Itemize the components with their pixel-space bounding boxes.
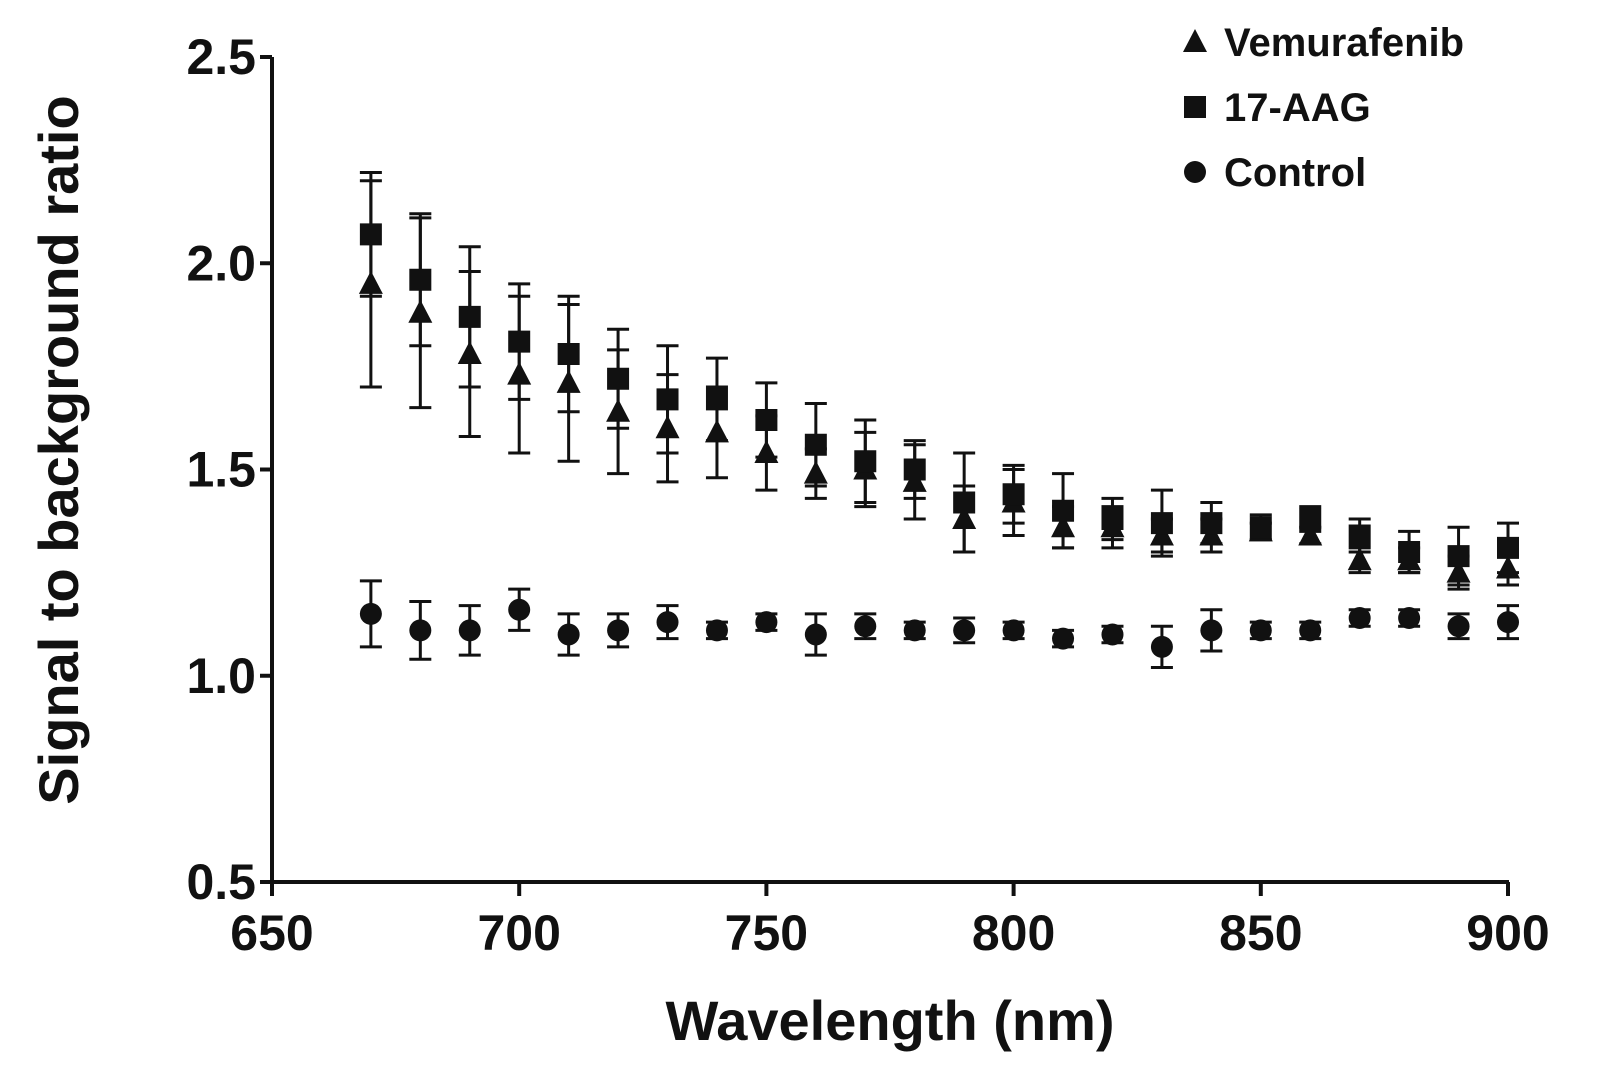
control-point bbox=[1348, 607, 1371, 629]
17-aag-point bbox=[1101, 508, 1124, 530]
control-point bbox=[705, 619, 728, 642]
control-point bbox=[508, 598, 531, 621]
vemurafenib-point bbox=[507, 361, 532, 385]
control-point bbox=[359, 602, 382, 625]
17-aag-point bbox=[1200, 512, 1223, 535]
17-aag-point bbox=[1299, 508, 1322, 530]
control-point bbox=[656, 611, 679, 634]
control-point bbox=[1299, 619, 1322, 642]
control-point bbox=[409, 619, 432, 642]
17-aag-point bbox=[854, 450, 877, 473]
control-point bbox=[1052, 627, 1075, 650]
vemurafenib-point bbox=[704, 419, 729, 443]
control-point bbox=[953, 619, 976, 642]
legend-control-marker bbox=[1184, 161, 1206, 183]
vemurafenib-point bbox=[1298, 522, 1323, 546]
vemurafenib-point bbox=[606, 398, 631, 422]
17-aag-point bbox=[1398, 541, 1421, 563]
legend-vemurafenib-label: Vemurafenib bbox=[1224, 21, 1464, 65]
17-aag-point bbox=[804, 433, 827, 456]
vemurafenib-point bbox=[358, 270, 383, 294]
17-aag-point bbox=[1150, 512, 1173, 535]
x-tick-label: 750 bbox=[725, 905, 808, 961]
control-point bbox=[1002, 619, 1025, 642]
control-point bbox=[1497, 611, 1519, 634]
17-aag-point bbox=[705, 388, 728, 411]
vemurafenib-point bbox=[1051, 514, 1076, 538]
y-tick-label: 1.0 bbox=[186, 648, 256, 704]
legend-17-aag-label: 17-AAG bbox=[1224, 86, 1371, 130]
control-point bbox=[607, 619, 630, 642]
17-aag-point bbox=[953, 491, 976, 514]
17-aag-point bbox=[755, 409, 778, 431]
control-point bbox=[1150, 635, 1173, 658]
y-ticks: 0.5 1.0 1.5 2.0 2.5 bbox=[186, 29, 272, 910]
vemurafenib-point bbox=[1496, 555, 1520, 579]
control-point bbox=[1200, 619, 1223, 642]
17-aag-point bbox=[1002, 483, 1025, 506]
x-tick-label: 700 bbox=[477, 905, 560, 961]
vemurafenib-point bbox=[952, 506, 977, 529]
control-point bbox=[1447, 615, 1470, 638]
vemurafenib-point bbox=[754, 440, 779, 463]
control-point bbox=[804, 623, 827, 646]
vemurafenib-point bbox=[655, 415, 680, 439]
17-aag-point bbox=[557, 343, 580, 365]
17-aag-point bbox=[458, 305, 481, 328]
y-tick-label: 1.5 bbox=[186, 442, 256, 498]
x-axis-label: Wavelength (nm) bbox=[665, 989, 1114, 1052]
control-point bbox=[1398, 607, 1421, 629]
y-tick-label: 2.0 bbox=[186, 235, 256, 291]
control-point bbox=[458, 619, 481, 642]
error-bars bbox=[359, 171, 1519, 669]
x-tick-label: 850 bbox=[1219, 905, 1302, 961]
legend-control-label: Control bbox=[1224, 151, 1366, 195]
control-point bbox=[854, 615, 877, 638]
x-tick-label: 900 bbox=[1466, 905, 1549, 961]
17-aag-point bbox=[508, 330, 531, 353]
17-aag-point bbox=[1052, 499, 1075, 522]
17-aag-point bbox=[1249, 516, 1272, 539]
17-aag-point bbox=[607, 367, 630, 390]
legend-vemurafenib-marker bbox=[1183, 29, 1207, 52]
legend-17-aag-marker bbox=[1184, 96, 1206, 118]
x-ticks: 650 700 750 800 850 900 bbox=[230, 882, 1550, 961]
17-aag-point bbox=[1447, 545, 1470, 568]
x-tick-label: 800 bbox=[972, 905, 1055, 961]
17-aag-point bbox=[409, 268, 432, 291]
17-aag-point bbox=[1348, 524, 1371, 547]
control-point bbox=[755, 611, 778, 634]
17-aag-point bbox=[903, 458, 926, 481]
vemurafenib-point bbox=[556, 369, 581, 393]
legend: Vemurafenib 17-AAG Control bbox=[1183, 21, 1464, 195]
vemurafenib-point bbox=[1347, 547, 1372, 571]
control-point bbox=[1249, 619, 1272, 642]
x-tick-label: 650 bbox=[230, 905, 313, 961]
vemurafenib-point bbox=[408, 299, 433, 323]
17-aag-point bbox=[1497, 536, 1519, 559]
markers bbox=[358, 223, 1520, 658]
17-aag-point bbox=[359, 223, 382, 246]
y-tick-label: 0.5 bbox=[186, 854, 256, 910]
y-axis-label: Signal to background ratio bbox=[27, 95, 90, 804]
control-point bbox=[1101, 623, 1124, 646]
control-point bbox=[557, 623, 580, 646]
control-point bbox=[903, 619, 926, 642]
vemurafenib-point bbox=[803, 460, 828, 484]
y-axis-label-group: Signal to background ratio bbox=[27, 95, 90, 804]
y-tick-label: 2.5 bbox=[186, 29, 256, 85]
vemurafenib-point bbox=[1446, 559, 1471, 583]
17-aag-point bbox=[656, 388, 679, 411]
vemurafenib-point bbox=[457, 341, 482, 364]
